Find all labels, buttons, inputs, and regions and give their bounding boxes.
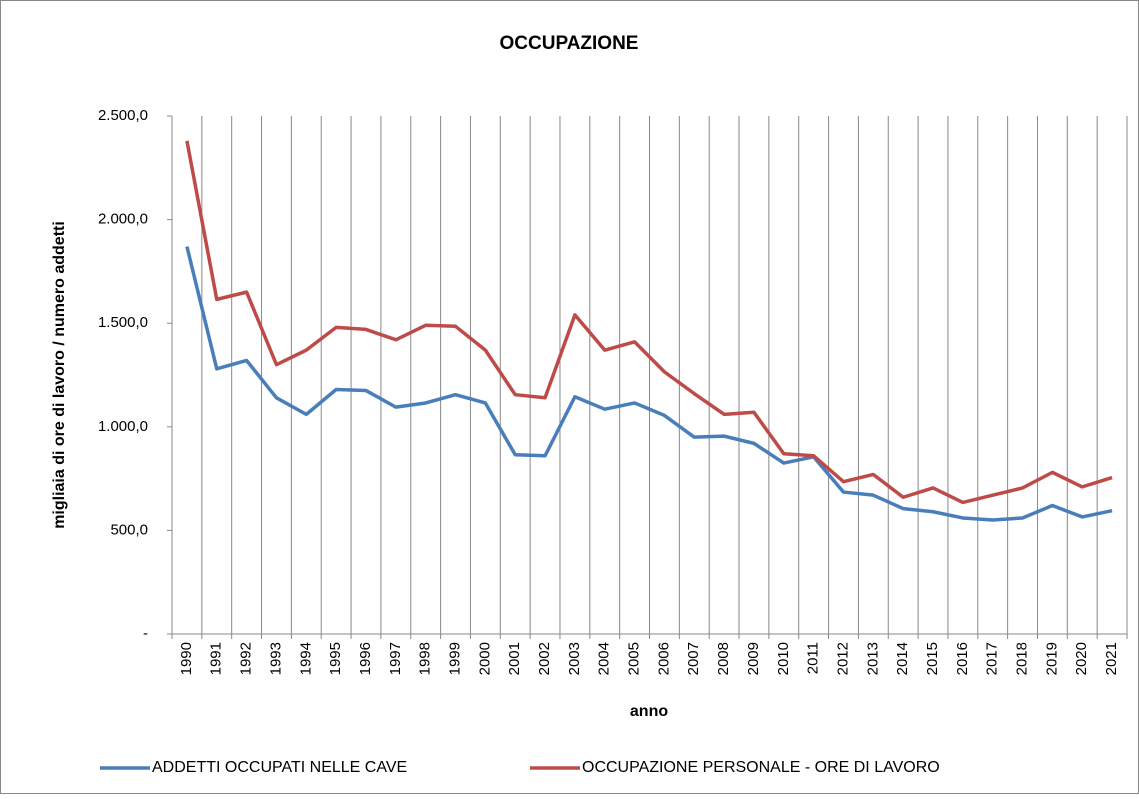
x-tick-label: 2021 xyxy=(1103,642,1120,675)
x-tick-label: 1992 xyxy=(238,642,255,675)
y-axis-label: migliaia di ore di lavoro / numero addet… xyxy=(51,221,68,529)
x-tick-label: 2001 xyxy=(506,642,523,675)
x-tick-label: 2015 xyxy=(924,642,941,675)
y-tick-label: - xyxy=(143,625,148,642)
x-tick-label: 2017 xyxy=(984,642,1001,675)
x-tick-label: 1991 xyxy=(208,642,225,675)
x-tick-label: 2013 xyxy=(864,642,881,675)
y-tick-label: 1.000,0 xyxy=(98,418,148,435)
x-tick-label: 1998 xyxy=(417,642,434,675)
x-tick-label: 2014 xyxy=(894,642,911,675)
x-tick-label: 1993 xyxy=(267,642,284,675)
chart-title: OCCUPAZIONE xyxy=(500,33,639,54)
y-tick-label: 500,0 xyxy=(110,521,148,538)
x-tick-label: 2009 xyxy=(745,642,762,675)
x-axis-label: anno xyxy=(630,703,668,720)
x-tick-label: 1990 xyxy=(178,642,195,675)
x-tick-label: 2018 xyxy=(1014,642,1031,675)
legend-label: OCCUPAZIONE PERSONALE - ORE DI LAVORO xyxy=(582,759,940,776)
y-tick-label: 2.000,0 xyxy=(98,211,148,228)
x-tick-label: 2011 xyxy=(805,642,822,674)
y-tick-label: 2.500,0 xyxy=(98,107,148,124)
x-tick-label: 2007 xyxy=(685,642,702,675)
x-tick-label: 1996 xyxy=(357,642,374,675)
x-tick-label: 2000 xyxy=(476,642,493,675)
y-tick-label: 1.500,0 xyxy=(98,314,148,331)
x-tick-label: 2016 xyxy=(954,642,971,675)
x-tick-label: 2002 xyxy=(536,642,553,675)
x-tick-label: 1999 xyxy=(446,642,463,675)
x-tick-label: 2006 xyxy=(655,642,672,675)
x-tick-label: 2010 xyxy=(775,642,792,675)
x-tick-label: 2019 xyxy=(1043,642,1060,675)
data-line xyxy=(185,140,1113,505)
x-tick-label: 2003 xyxy=(566,642,583,675)
legend-label: ADDETTI OCCUPATI NELLE CAVE xyxy=(152,759,407,776)
x-tick-label: 2020 xyxy=(1073,642,1090,675)
x-tick-label: 1997 xyxy=(387,642,404,675)
x-tick-label: 2012 xyxy=(834,642,851,675)
x-tick-label: 1994 xyxy=(297,642,314,675)
x-tick-label: 2005 xyxy=(626,642,643,675)
x-tick-label: 2004 xyxy=(596,642,613,675)
x-tick-label: 2008 xyxy=(715,642,732,675)
x-tick-label: 1995 xyxy=(327,642,344,675)
data-line xyxy=(185,246,1113,522)
